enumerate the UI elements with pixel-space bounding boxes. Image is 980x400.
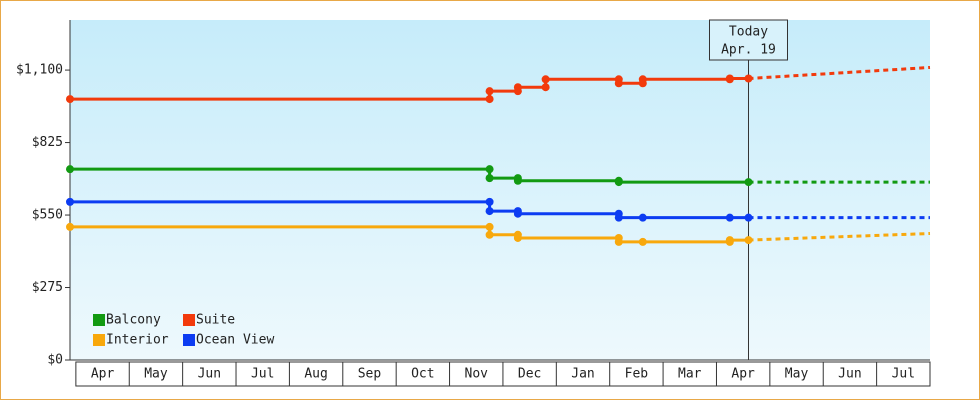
data-point bbox=[614, 79, 623, 88]
projection-line bbox=[748, 65, 931, 81]
data-point bbox=[485, 222, 494, 231]
data-point bbox=[638, 213, 647, 222]
series-line bbox=[70, 77, 749, 101]
x-tick-label: May bbox=[144, 367, 168, 382]
data-point bbox=[744, 178, 753, 187]
data-point bbox=[513, 209, 522, 218]
legend-label: Interior bbox=[106, 333, 169, 348]
data-point bbox=[66, 222, 74, 231]
legend-swatch bbox=[183, 334, 195, 346]
data-point bbox=[485, 95, 494, 104]
series-line bbox=[70, 200, 749, 220]
data-point bbox=[744, 74, 753, 83]
data-point bbox=[614, 237, 623, 246]
x-tick-label: Sep bbox=[358, 367, 382, 382]
y-tick-label: $825 bbox=[32, 135, 63, 150]
data-point bbox=[485, 87, 494, 96]
data-point bbox=[485, 207, 494, 216]
legend-label: Suite bbox=[196, 313, 235, 328]
data-point bbox=[66, 95, 74, 104]
x-tick-label: Apr bbox=[91, 367, 115, 382]
legend-swatch bbox=[183, 314, 195, 326]
legend-swatch bbox=[93, 314, 105, 326]
data-point bbox=[485, 230, 494, 239]
x-tick-label: Jun bbox=[198, 367, 221, 382]
plot-area bbox=[70, 20, 930, 360]
y-tick-label: $1,100 bbox=[16, 63, 63, 78]
y-tick-label: $550 bbox=[32, 208, 63, 223]
x-tick-label: Jun bbox=[838, 367, 861, 382]
x-tick-label: Mar bbox=[678, 367, 702, 382]
x-tick-label: Nov bbox=[465, 367, 489, 382]
x-tick-label: May bbox=[785, 367, 809, 382]
data-point bbox=[513, 233, 522, 242]
legend-label: Ocean View bbox=[196, 333, 274, 348]
x-tick-label: Jul bbox=[251, 367, 274, 382]
today-box bbox=[708, 19, 788, 61]
data-point bbox=[513, 176, 522, 185]
today-label: Today bbox=[729, 25, 768, 40]
x-tick-label: Oct bbox=[411, 367, 434, 382]
data-point bbox=[638, 237, 647, 246]
y-tick-label: $0 bbox=[47, 353, 63, 368]
data-point bbox=[725, 213, 734, 222]
data-point bbox=[485, 197, 494, 206]
legend-label: Balcony bbox=[106, 313, 161, 328]
x-tick-label: Jan bbox=[571, 367, 594, 382]
x-tick-label: Dec bbox=[518, 367, 541, 382]
data-point bbox=[725, 236, 734, 245]
data-point bbox=[744, 213, 753, 222]
data-point bbox=[485, 174, 494, 183]
data-point bbox=[485, 165, 494, 174]
data-point bbox=[614, 213, 623, 222]
x-tick-label: Feb bbox=[625, 367, 649, 382]
data-point bbox=[638, 75, 647, 84]
legend-swatch bbox=[93, 334, 105, 346]
x-tick-label: Jul bbox=[892, 367, 915, 382]
data-point bbox=[744, 236, 753, 245]
y-tick-label: $275 bbox=[32, 280, 63, 295]
x-tick-label: Aug bbox=[304, 367, 327, 382]
data-point bbox=[541, 83, 550, 92]
data-point bbox=[614, 178, 623, 187]
x-tick-label: Apr bbox=[731, 367, 755, 382]
today-label: Apr. 19 bbox=[721, 43, 776, 58]
projection-line bbox=[748, 231, 931, 242]
data-point bbox=[513, 83, 522, 92]
data-point bbox=[66, 197, 74, 206]
data-point bbox=[541, 75, 550, 84]
data-point bbox=[66, 165, 74, 174]
data-point bbox=[725, 74, 734, 83]
